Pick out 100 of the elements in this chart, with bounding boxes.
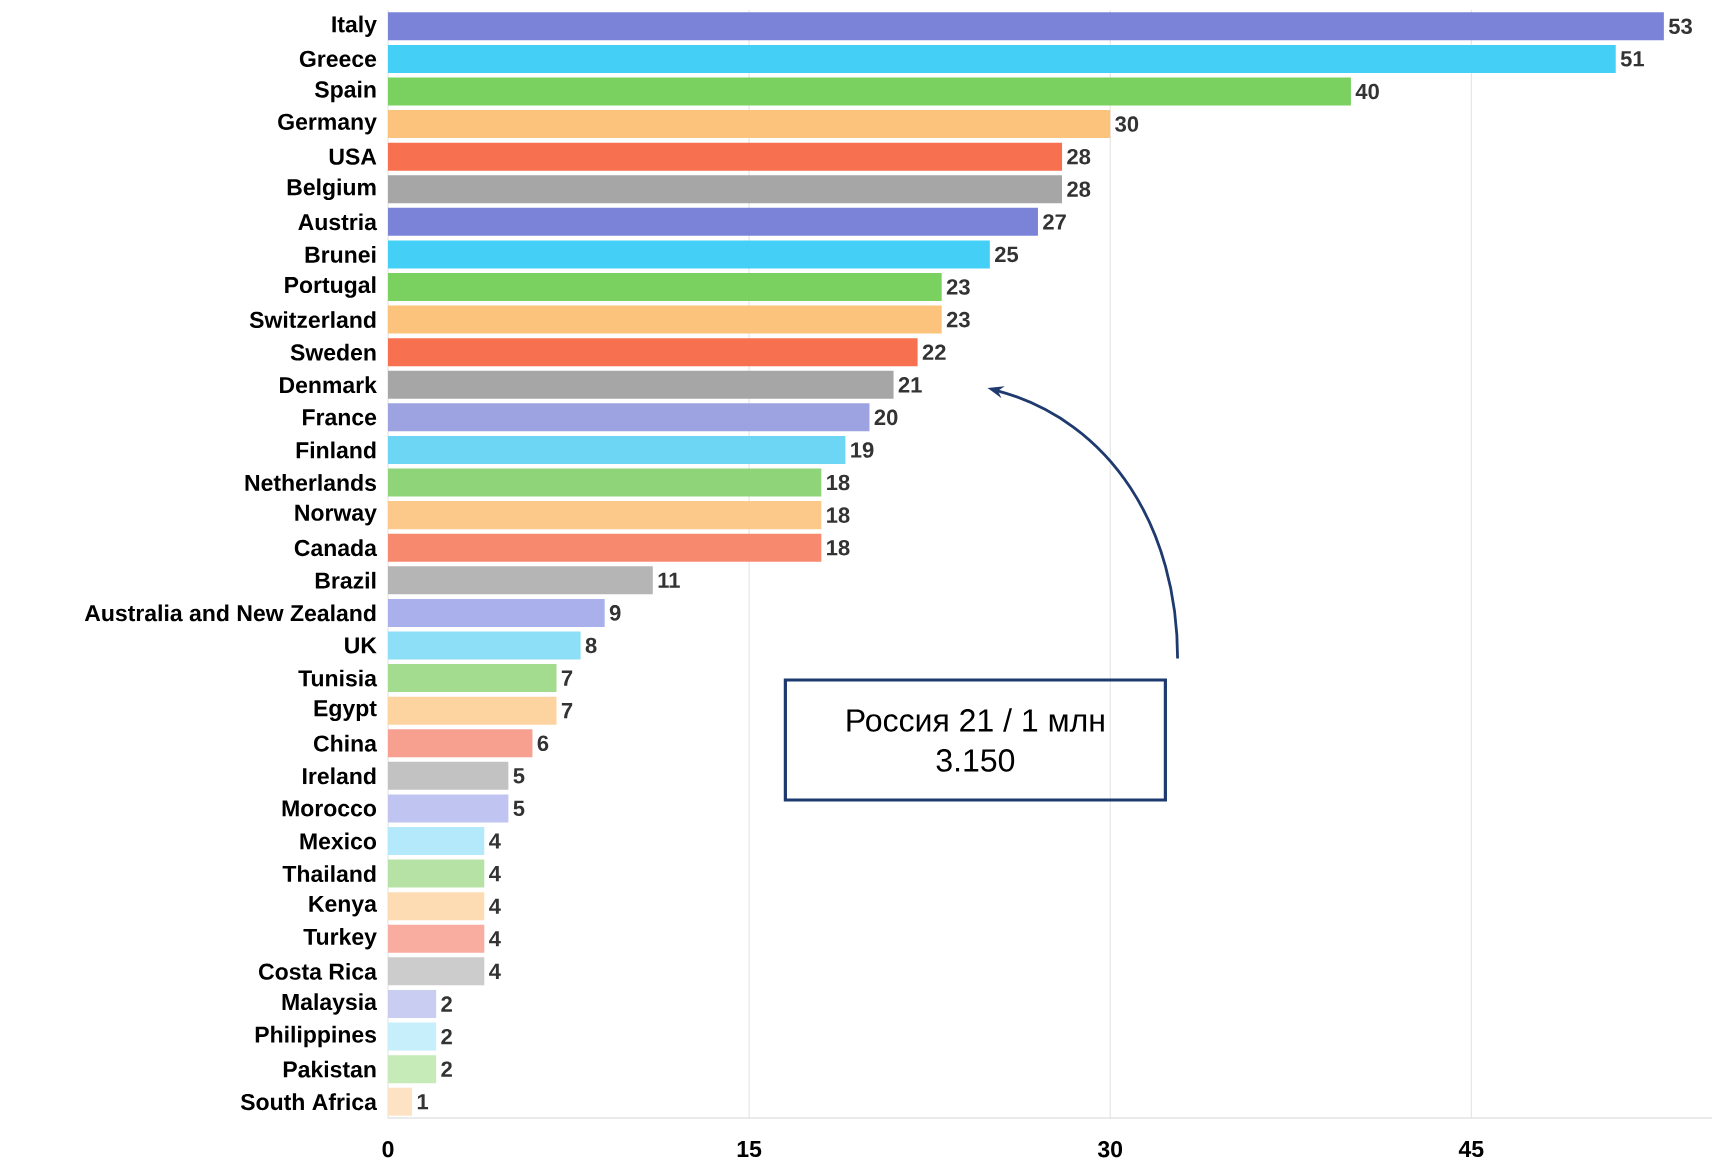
data-label: 4 [489,866,501,882]
annotation: 3.150 [936,749,1015,772]
bar [388,631,581,660]
y-tick-label: Italy [332,15,377,38]
data-label: 30 [1115,116,1139,132]
bar [388,957,485,986]
y-tick-label: Switzerland [249,311,376,329]
data-label: 5 [513,768,525,784]
data-label: 23 [946,311,970,328]
data-label: 2 [441,996,452,1012]
data-label: 4 [489,898,501,914]
y-tick-label: Morocco [282,800,377,817]
data-label: 28 [1067,181,1091,198]
bar [388,44,1616,73]
data-label: 23 [946,279,970,295]
data-label: 51 [1620,51,1644,67]
data-label: 22 [922,344,946,360]
bar [388,77,1351,106]
bar [388,794,509,823]
y-tick-label: Philippines [255,1025,377,1048]
x-tick-label: 15 [737,1141,762,1158]
y-tick-label: Netherlands [245,474,376,491]
y-tick-label: Sweden [290,343,376,361]
data-label: 11 [658,572,680,588]
y-tick-label: Thailand [282,865,376,883]
y-tick-label: Australia and New Zealand [84,604,376,622]
data-label: 2 [441,1028,452,1045]
data-label: 20 [874,409,898,426]
data-label: 19 [851,442,874,458]
bar [388,1022,437,1051]
y-tick-label: Portugal [285,276,376,298]
bar [388,501,822,530]
y-tick-label: Kenya [309,895,378,917]
bar [388,729,533,758]
data-label: 4 [489,833,501,849]
data-label: 1 [417,1094,429,1110]
data-label: 5 [513,800,525,817]
data-label: 6 [537,735,549,752]
bar [388,273,942,301]
y-tick-label: Egypt [314,700,377,721]
bar [388,827,485,856]
annotation: Россия 21 / 1 млн [847,708,1104,732]
data-label: 4 [489,963,501,979]
data-label: 7 [561,703,573,719]
data-label: 9 [609,605,621,621]
data-label: 21 [898,377,922,393]
y-tick-label: Austria [298,213,378,231]
y-tick-label: USA [329,148,377,165]
bar [388,859,485,888]
y-tick-label: Brunei [305,245,376,263]
bar [388,598,605,627]
data-label: 28 [1067,148,1091,165]
y-tick-label: Costa Rica [259,962,378,980]
bar [388,240,990,269]
data-label: 18 [827,474,850,491]
bar [388,566,653,595]
y-tick-label: Norway [295,504,377,526]
data-label: 8 [585,637,597,654]
data-label: 4 [489,931,501,947]
data-label: 2 [441,1061,452,1077]
data-label: 25 [994,246,1019,263]
bar [388,1087,413,1116]
y-tick-label: Germany [278,113,377,135]
y-tick-label: Canada [294,539,378,557]
y-tick-label: Turkey [303,928,377,950]
data-label: 27 [1043,214,1066,230]
bar [388,12,1664,41]
bar [388,468,822,497]
y-tick-label: Ireland [303,767,376,785]
y-tick-label: South Africa [240,1093,378,1111]
data-label: 18 [827,507,850,523]
bar [388,110,1111,139]
y-tick-label: Malaysia [282,993,378,1015]
y-tick-label: Denmark [280,376,377,394]
y-tick-label: Spain [314,80,376,103]
bar [388,533,822,562]
y-tick-label: Brazil [315,571,376,589]
y-tick-label: Tunisia [298,669,378,687]
y-tick-label: France [303,409,377,426]
bar [388,207,1038,236]
bar [388,761,509,790]
bar [388,403,870,432]
data-label: 40 [1355,83,1379,100]
bar [388,370,894,399]
y-tick-label: China [313,734,378,752]
y-tick-label: Belgium [287,178,376,200]
y-tick-label: Finland [296,441,376,459]
data-label: 18 [827,539,850,556]
x-tick-label: 0 [382,1141,394,1158]
bar [388,435,846,464]
y-tick-label: Mexico [300,832,377,850]
y-tick-label: Greece [299,50,377,68]
bar [388,1055,437,1084]
bar [388,305,942,334]
data-label: 7 [561,670,573,686]
bar [388,989,437,1018]
x-tick-label: 45 [1458,1141,1484,1158]
x-tick-label: 30 [1097,1141,1123,1158]
data-label: 53 [1668,18,1692,35]
bar [388,696,557,725]
